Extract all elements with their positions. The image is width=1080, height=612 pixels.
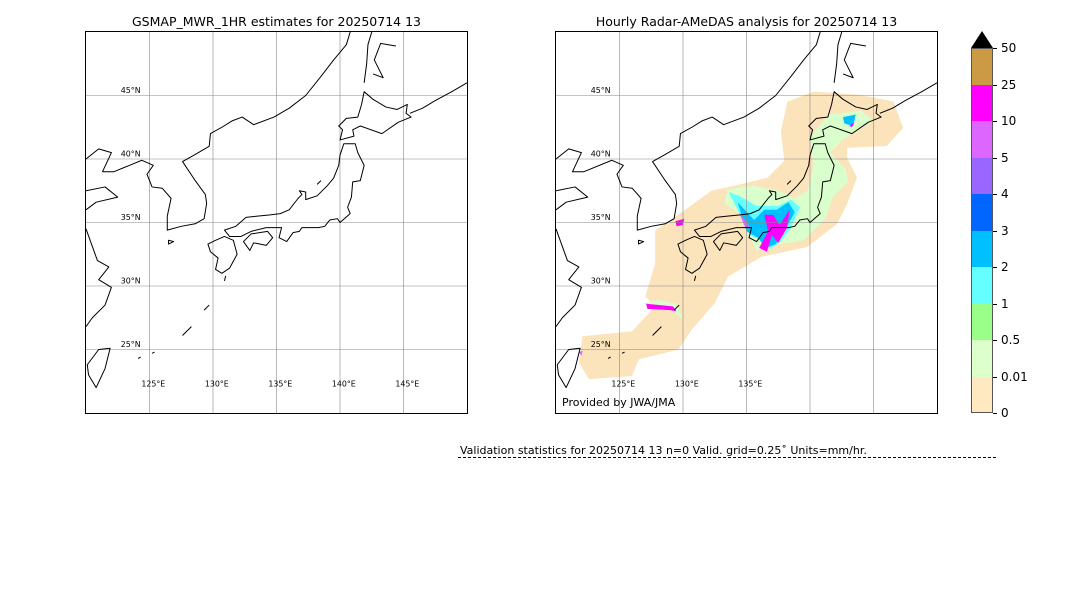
colorbar-segment (972, 157, 992, 195)
colorbar-label: 25 (1001, 77, 1017, 92)
svg-text:45°N: 45°N (121, 86, 141, 95)
svg-text:25°N: 25°N (591, 340, 611, 349)
colorbar-segment (972, 84, 992, 122)
svg-text:40°N: 40°N (591, 149, 611, 158)
colorbar-segment (972, 194, 992, 232)
svg-text:30°N: 30°N (121, 276, 141, 285)
svg-text:130°E: 130°E (205, 379, 229, 388)
colorbar-label: 50 (1001, 41, 1017, 55)
colorbar-label: 2 (1001, 260, 1009, 274)
svg-text:25°N: 25°N (121, 340, 141, 349)
gridlines (556, 32, 937, 413)
data-credit: Provided by JWA/JMA (562, 396, 676, 409)
svg-text:35°N: 35°N (121, 213, 141, 222)
colorbar-tick (993, 230, 997, 232)
svg-text:135°E: 135°E (268, 379, 292, 388)
gridlines (86, 32, 467, 413)
colorbar-segment (972, 340, 992, 378)
latitude-labels: 45°N 40°N 35°N 30°N 25°N (591, 86, 611, 349)
svg-text:135°E: 135°E (738, 379, 762, 388)
left-map-title: GSMAP_MWR_1HR estimates for 20250714 13 (132, 14, 421, 29)
colorbar-tick (993, 194, 997, 195)
colorbar: 50 25 10 5 4 3 2 1 0.5 0.01 0 (971, 31, 1031, 421)
colorbar-label: 0.01 (1001, 369, 1028, 384)
colorbar-tick (993, 267, 997, 268)
svg-text:35°N: 35°N (591, 213, 611, 222)
latitude-labels: 45°N 40°N 35°N 30°N 25°N (121, 86, 141, 349)
svg-text:45°N: 45°N (591, 86, 611, 95)
coastlines (86, 32, 467, 388)
colorbar-segment (972, 49, 992, 86)
colorbar-label: 4 (1001, 187, 1009, 201)
colorbar-tick (993, 376, 997, 378)
svg-text:125°E: 125°E (141, 379, 165, 388)
colorbar-segment (972, 230, 992, 268)
colorbar-segments (971, 48, 993, 413)
gsmap-map: 45°N 40°N 35°N 30°N 25°N 125°E 130°E 135… (85, 31, 468, 414)
svg-text:40°N: 40°N (121, 149, 141, 158)
validation-statistics: Validation statistics for 20250714 13 n=… (460, 444, 867, 457)
svg-text:30°N: 30°N (591, 276, 611, 285)
colorbar-label: 3 (1001, 223, 1009, 238)
colorbar-label: 1 (1001, 296, 1009, 311)
colorbar-extend-arrow (971, 31, 993, 48)
longitude-labels: 125°E 130°E 135°E (611, 379, 762, 388)
colorbar-segment (972, 121, 992, 159)
svg-text:130°E: 130°E (675, 379, 699, 388)
colorbar-label: 0 (1001, 406, 1009, 420)
colorbar-tick (993, 303, 997, 305)
colorbar-label: 10 (1001, 114, 1017, 128)
radar-amedas-map: 45°N 40°N 35°N 30°N 25°N 125°E 130°E 135… (555, 31, 938, 414)
colorbar-label: 0.5 (1001, 333, 1021, 347)
colorbar-segment (972, 267, 992, 305)
longitude-labels: 125°E 130°E 135°E 140°E 145°E (141, 379, 419, 388)
svg-text:125°E: 125°E (611, 379, 635, 388)
colorbar-segment (972, 303, 992, 341)
colorbar-segment (972, 376, 992, 412)
colorbar-tick (993, 84, 997, 86)
colorbar-tick (993, 413, 997, 414)
svg-text:140°E: 140°E (332, 379, 356, 388)
svg-text:145°E: 145°E (395, 379, 419, 388)
right-map-title: Hourly Radar-AMeDAS analysis for 2025071… (595, 14, 898, 29)
colorbar-tick (993, 48, 997, 49)
colorbar-tick (993, 121, 997, 122)
dashed-divider (458, 457, 996, 458)
colorbar-tick (993, 340, 997, 341)
colorbar-label: 5 (1001, 150, 1009, 165)
colorbar-tick (993, 157, 997, 159)
